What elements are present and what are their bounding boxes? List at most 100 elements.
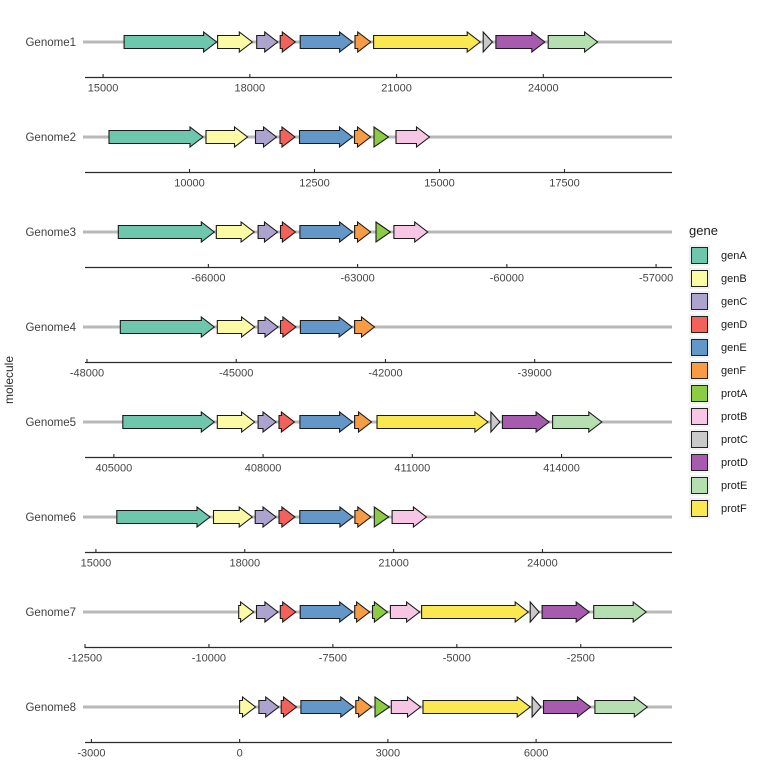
legend-title: gene xyxy=(689,223,718,238)
gene-genA-arrow xyxy=(116,505,211,529)
gene-track-svg: 15000 18000 21000 24000 Genome6 xyxy=(25,505,672,570)
gene-protC-arrow xyxy=(482,30,494,54)
legend-item-genD: genD xyxy=(691,316,748,333)
molecule-label: Genome3 xyxy=(25,227,76,239)
gene-genD-arrow xyxy=(279,30,297,54)
gene-genD-arrow xyxy=(279,315,297,339)
axis-tick-label: 24000 xyxy=(528,83,559,95)
molecule-label: Genome7 xyxy=(25,607,76,619)
gene-genC-arrow xyxy=(257,315,279,339)
molecule-label: Genome8 xyxy=(25,702,76,714)
legend-item-protB: protB xyxy=(691,408,748,425)
gene-protC-arrow xyxy=(490,410,501,434)
gene-protB-arrow xyxy=(395,125,431,149)
facet-row-genome8: -3000 0 3000 6000 Genome8 xyxy=(0,665,768,760)
gene-protA-arrow xyxy=(373,125,390,149)
molecule-label: Genome6 xyxy=(25,512,76,524)
axis-tick-label: 24000 xyxy=(527,558,558,570)
axis-tick-label: -60000 xyxy=(490,273,524,285)
gene-protE-arrow xyxy=(552,410,603,434)
gene-genC-arrow xyxy=(255,600,279,624)
gene-protF-arrow xyxy=(376,410,489,434)
gene-genE-arrow xyxy=(300,695,355,719)
gene-genC-arrow xyxy=(257,410,277,434)
axis-tick-label: 15000 xyxy=(88,83,119,95)
legend-label: genA xyxy=(721,249,747,262)
gene-protB-arrow xyxy=(389,600,421,624)
legend-label: genF xyxy=(721,364,747,377)
gene-protA-arrow xyxy=(373,505,390,529)
molecule-label: Genome5 xyxy=(25,417,76,429)
gene-protA-arrow xyxy=(374,695,391,719)
gene-genF-arrow xyxy=(354,600,371,624)
gene-protB-arrow xyxy=(393,220,429,244)
axis-tick-label: 21000 xyxy=(381,83,412,95)
gene-genF-arrow xyxy=(354,220,372,244)
gene-genE-arrow xyxy=(299,30,354,54)
gene-protE-arrow xyxy=(594,695,649,719)
gene-track-svg: -3000 0 3000 6000 Genome8 xyxy=(25,695,672,760)
axis-tick-label: -2500 xyxy=(567,653,595,665)
legend-label: protC xyxy=(721,433,748,446)
gene-genB-arrow xyxy=(217,30,254,54)
axis-tick-label: -3000 xyxy=(77,748,105,760)
gene-genB-arrow xyxy=(215,220,256,244)
legend-item-genC: genC xyxy=(691,293,748,310)
axis-tick-label: 15000 xyxy=(81,558,112,570)
axis-tick-label: 18000 xyxy=(235,83,266,95)
legend-item-genA: genA xyxy=(691,247,748,264)
gene-genB-arrow xyxy=(216,410,256,434)
gene-genC-arrow xyxy=(258,695,280,719)
gene-genE-arrow xyxy=(299,315,354,339)
gene-protF-arrow xyxy=(373,30,482,54)
legend-swatch-protB xyxy=(691,408,708,425)
axis-tick-label: 10000 xyxy=(174,178,205,190)
legend-item-genE: genE xyxy=(691,339,748,356)
axis-tick-label: 414000 xyxy=(543,463,580,475)
gene-protD-arrow xyxy=(541,600,591,624)
gene-genA-arrow xyxy=(117,220,216,244)
gene-genD-arrow xyxy=(279,600,297,624)
gene-genE-arrow xyxy=(299,220,354,244)
gene-genA-arrow xyxy=(108,125,204,149)
axis-tick-label: 15000 xyxy=(424,178,455,190)
axis-tick-label: -45000 xyxy=(219,368,253,380)
legend-swatch-protD xyxy=(691,454,708,471)
legend-item-protC: protC xyxy=(691,431,748,448)
legend-label: genE xyxy=(721,341,747,354)
gene-genF-arrow xyxy=(355,695,373,719)
legend-label: genC xyxy=(721,295,748,308)
facet-row-genome2: 10000 12500 15000 17500 Genome2 xyxy=(0,95,768,190)
axis-tick-label: -57000 xyxy=(639,273,673,285)
legend-label: protD xyxy=(721,456,748,469)
axis-tick-label: 3000 xyxy=(376,748,400,760)
gene-genC-arrow xyxy=(254,505,277,529)
legend-label: genB xyxy=(721,272,747,285)
legend-label: protA xyxy=(721,387,748,400)
axis-tick-label: 6000 xyxy=(524,748,548,760)
axis-tick-label: 0 xyxy=(237,748,243,760)
gene-track-svg: 405000 408000 411000 414000 Genome5 xyxy=(25,410,672,475)
gene-track-svg: 15000 18000 21000 24000 Genome1 xyxy=(25,30,672,95)
gene-genD-arrow xyxy=(278,505,296,529)
axis-tick-label: 405000 xyxy=(95,463,132,475)
gene-genF-arrow xyxy=(354,505,372,529)
gene-genA-arrow xyxy=(123,30,218,54)
facet-row-genome7: -12500 -10000 -7500 -5000 -2500 Genome7 xyxy=(0,570,768,665)
gene-protF-arrow xyxy=(421,600,530,624)
axis-tick-label: 12500 xyxy=(299,178,330,190)
axis-tick-label: -63000 xyxy=(340,273,374,285)
legend-item-protE: protE xyxy=(691,477,748,494)
gene-protB-arrow xyxy=(390,695,422,719)
gene-protB-arrow xyxy=(391,505,428,529)
axis-tick-label: -66000 xyxy=(191,273,225,285)
gene-track-svg: -12500 -10000 -7500 -5000 -2500 Genome7 xyxy=(25,600,672,665)
legend-swatch-genC xyxy=(691,293,708,310)
gene-genC-arrow xyxy=(254,125,278,149)
legend-swatch-genA xyxy=(691,247,708,264)
gene-genE-arrow xyxy=(298,125,354,149)
axis-tick-label: 21000 xyxy=(378,558,409,570)
axis-tick-label: 408000 xyxy=(245,463,282,475)
